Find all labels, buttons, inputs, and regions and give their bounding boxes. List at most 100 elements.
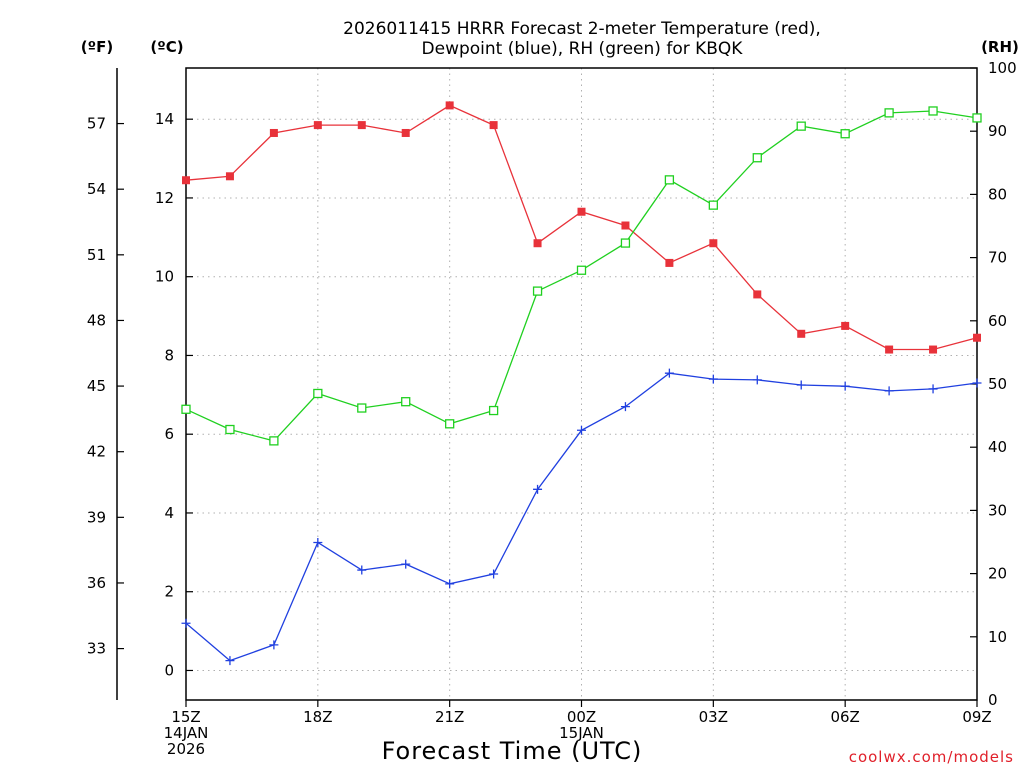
celsius-tick-label: 2 bbox=[164, 583, 174, 601]
dewpoint-point bbox=[664, 368, 674, 378]
time-tick-label: 15Z bbox=[171, 708, 200, 726]
temperature-point bbox=[885, 345, 894, 354]
fahrenheit-tick-label: 51 bbox=[87, 246, 106, 264]
temperature-point bbox=[401, 128, 410, 137]
rh-point bbox=[532, 286, 543, 296]
time-tick-label: 00Z bbox=[567, 708, 596, 726]
fahrenheit-unit-label: (ºF) bbox=[81, 38, 113, 56]
rh-point bbox=[225, 424, 235, 435]
rh-point bbox=[664, 175, 675, 185]
celsius-tick-label: 14 bbox=[155, 110, 174, 128]
gridlines bbox=[186, 68, 977, 700]
dewpoint-point bbox=[796, 380, 806, 390]
celsius-tick-label: 0 bbox=[164, 661, 174, 679]
temperature-point bbox=[665, 258, 674, 267]
rh-point bbox=[928, 106, 938, 116]
rh-point bbox=[796, 121, 806, 131]
x-axis-title: Forecast Time (UTC) bbox=[382, 737, 643, 765]
dewpoint-line bbox=[185, 372, 978, 662]
time-tick-label: 2026 bbox=[167, 740, 205, 758]
rh-tick-label: 50 bbox=[988, 375, 1007, 393]
rh-point bbox=[620, 238, 631, 248]
rh-tick-label: 100 bbox=[988, 59, 1017, 77]
rh-tick-label: 70 bbox=[988, 249, 1007, 267]
temperature-point bbox=[841, 321, 850, 330]
temperature-point bbox=[533, 239, 542, 248]
temperature-line bbox=[185, 104, 978, 351]
time-tick-label: 14JAN bbox=[164, 724, 209, 742]
temperature-point bbox=[797, 329, 806, 338]
dewpoint-point bbox=[313, 537, 323, 547]
rh-point bbox=[708, 200, 718, 210]
fahrenheit-axis: 33 36 39 42 45 48 51 54 57 bbox=[87, 115, 124, 658]
data-series bbox=[181, 101, 982, 666]
time-tick-label: 18Z bbox=[303, 708, 332, 726]
temperature-point bbox=[445, 101, 454, 110]
rh-point bbox=[181, 404, 191, 414]
dewpoint-point bbox=[840, 381, 850, 391]
time-tick-label: 09Z bbox=[962, 708, 991, 726]
fahrenheit-tick-label: 39 bbox=[87, 508, 106, 526]
time-tick-label: 15JAN bbox=[559, 724, 604, 742]
temperature-point bbox=[709, 239, 718, 248]
dewpoint-point bbox=[620, 402, 630, 412]
celsius-tick-label: 8 bbox=[164, 346, 174, 364]
dewpoint-point bbox=[708, 374, 718, 384]
rh-tick-label: 60 bbox=[988, 312, 1007, 330]
temperature-point bbox=[929, 345, 938, 354]
rh-tick-label: 20 bbox=[988, 565, 1007, 583]
rh-point bbox=[401, 397, 411, 407]
celsius-axis: 0 2 4 6 8 10 12 14 bbox=[155, 110, 193, 679]
rh-point bbox=[972, 113, 982, 123]
dewpoint-point bbox=[269, 640, 279, 650]
rh-point bbox=[313, 388, 323, 399]
fahrenheit-tick-label: 45 bbox=[87, 377, 106, 395]
chart-title-line-1: 2026011415 HRRR Forecast 2-meter Tempera… bbox=[343, 19, 821, 39]
fahrenheit-tick-label: 54 bbox=[87, 180, 106, 198]
time-tick-label: 03Z bbox=[699, 708, 728, 726]
celsius-tick-label: 4 bbox=[164, 504, 174, 522]
temperature-point bbox=[621, 221, 630, 230]
dewpoint-point bbox=[577, 425, 586, 435]
celsius-tick-label: 6 bbox=[164, 425, 174, 443]
rh-point bbox=[269, 436, 279, 446]
dewpoint-point bbox=[972, 378, 982, 388]
celsius-tick-label: 10 bbox=[155, 268, 174, 286]
rh-point bbox=[884, 108, 894, 118]
rh-tick-label: 0 bbox=[988, 691, 998, 709]
rh-point bbox=[488, 405, 499, 416]
time-tick-label: 21Z bbox=[435, 708, 464, 726]
dewpoint-point bbox=[884, 386, 894, 396]
temperature-point bbox=[313, 121, 322, 130]
dewpoint-point bbox=[928, 384, 938, 394]
dewpoint-point bbox=[752, 375, 762, 385]
rh-point bbox=[840, 129, 850, 139]
dewpoint-point bbox=[181, 618, 191, 628]
temperature-point bbox=[182, 176, 190, 185]
temperature-point bbox=[577, 207, 586, 216]
rh-point bbox=[576, 265, 587, 275]
fahrenheit-tick-label: 57 bbox=[87, 115, 106, 133]
temperature-point bbox=[269, 128, 278, 137]
rh-line bbox=[185, 110, 978, 442]
rh-tick-label: 40 bbox=[988, 438, 1007, 456]
dewpoint-point bbox=[533, 484, 543, 494]
credit-label: coolwx.com/models bbox=[849, 748, 1014, 766]
temperature-point bbox=[357, 121, 366, 130]
temperature-point bbox=[753, 290, 762, 299]
fahrenheit-tick-label: 48 bbox=[87, 311, 106, 329]
dewpoint-point bbox=[445, 579, 455, 589]
chart-title-line-2: Dewpoint (blue), RH (green) for KBQK bbox=[422, 39, 744, 59]
dewpoint-point bbox=[489, 569, 499, 579]
temperature-point bbox=[225, 172, 234, 181]
rh-point bbox=[752, 153, 762, 163]
rh-axis: 0 10 20 30 40 50 60 70 80 90 100 bbox=[970, 59, 1017, 709]
rh-tick-label: 90 bbox=[988, 122, 1007, 140]
celsius-unit-label: (ºC) bbox=[150, 38, 183, 56]
temperature-point bbox=[489, 121, 498, 130]
temperature-point bbox=[973, 333, 981, 342]
rh-point bbox=[357, 403, 367, 413]
rh-tick-label: 80 bbox=[988, 185, 1007, 203]
